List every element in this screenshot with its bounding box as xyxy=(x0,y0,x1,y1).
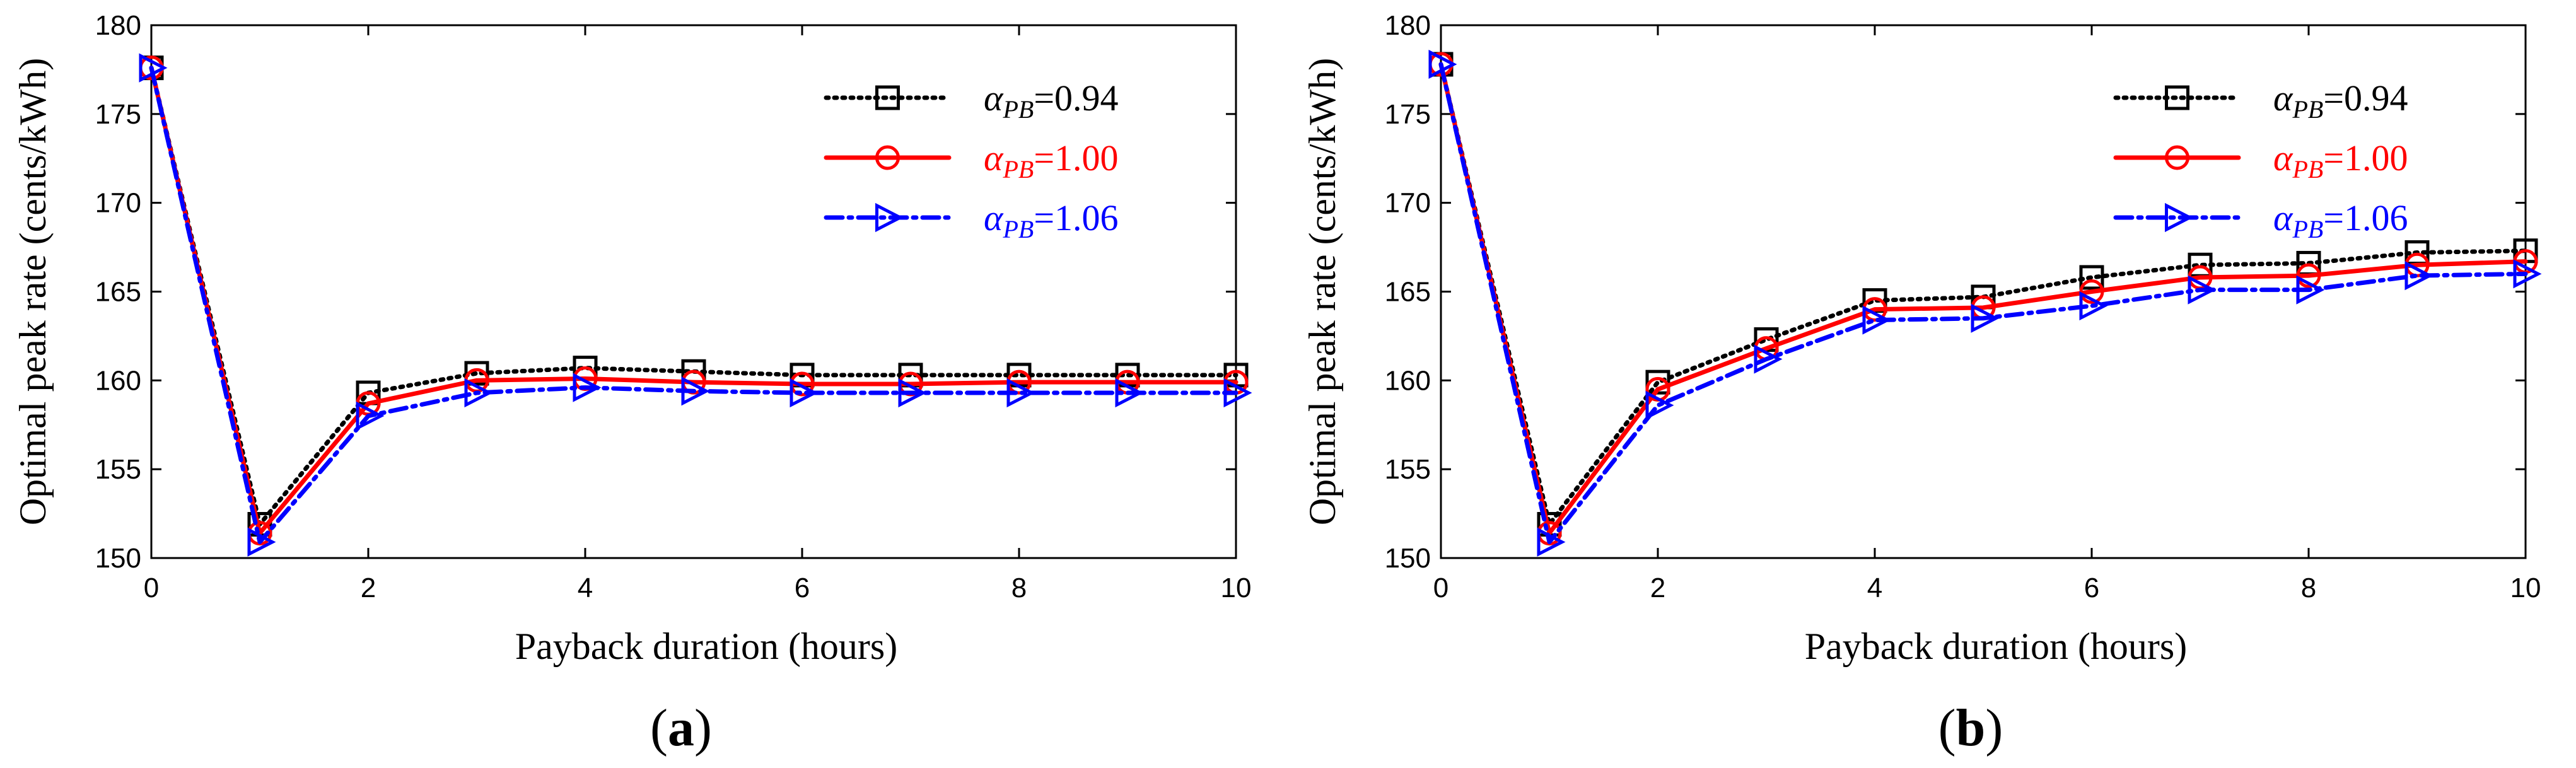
data-point-a-3-0 xyxy=(139,53,168,83)
y-tick-label-b: 180 xyxy=(1385,10,1431,41)
legend-marker-a-2 xyxy=(875,145,900,170)
data-point-b-3-1 xyxy=(1537,527,1566,557)
legend-marker-b-2 xyxy=(2165,145,2189,170)
data-point-b-3-6 xyxy=(2079,291,2108,321)
series-line-a-3 xyxy=(149,66,1238,545)
series-b-3 xyxy=(1428,49,2542,557)
x-tick-label-b: 8 xyxy=(2301,573,2316,603)
legend-marker-a-3 xyxy=(875,202,904,233)
legend-b: αPB=0.94 αPB=1.00 αPB=1.06 xyxy=(2113,78,2408,243)
y-tick-label-a: 165 xyxy=(95,277,141,308)
x-tick-label-a: 6 xyxy=(795,573,810,603)
data-point-a-3-9 xyxy=(1115,378,1144,408)
legend-label-a-1: αPB=0.94 xyxy=(984,78,1119,124)
chart-b: 0 2 4 6 8 10 150 155 160 165 170 175 180 Payback dura… xyxy=(1302,10,2542,757)
y-tick-label-a: 175 xyxy=(95,99,141,130)
y-tick-label-b: 175 xyxy=(1385,99,1431,130)
data-point-b-1-6 xyxy=(2079,265,2104,290)
data-point-b-2-8 xyxy=(2296,263,2321,288)
legend-label-b-2: αPB=1.00 xyxy=(2273,137,2408,183)
series-line-a-2 xyxy=(149,66,1238,536)
x-tick-label-a: 4 xyxy=(578,573,593,603)
x-tick-label-b: 10 xyxy=(2510,573,2541,603)
y-tick-label-b: 150 xyxy=(1385,543,1431,574)
data-point-b-3-5 xyxy=(1971,303,2000,333)
data-point-a-3-8 xyxy=(1006,378,1035,408)
series-a-2 xyxy=(139,55,1249,546)
series-a-1 xyxy=(139,55,1249,537)
y-axis-title-a: Optimal peak rate (cents/kWh) xyxy=(12,58,54,525)
data-point-b-3-9 xyxy=(2404,261,2433,291)
data-point-a-3-7 xyxy=(898,378,927,408)
legend-marker-b-1 xyxy=(2165,85,2189,110)
data-point-a-3-2 xyxy=(356,401,385,431)
data-point-b-3-0 xyxy=(1428,49,1457,79)
legend-a: αPB=0.94 αPB=1.00 αPB=1.06 xyxy=(824,78,1119,243)
y-tick-label-a: 180 xyxy=(95,10,141,41)
data-point-a-3-6 xyxy=(790,378,819,408)
data-point-a-3-10 xyxy=(1223,378,1252,408)
data-point-b-3-10 xyxy=(2513,259,2542,289)
panel-label-a: (a) xyxy=(650,699,712,757)
y-tick-label-b: 170 xyxy=(1385,188,1431,219)
data-point-b-3-4 xyxy=(1862,305,1891,335)
data-point-a-3-1 xyxy=(247,527,276,557)
panel-label-b: (b) xyxy=(1938,699,2003,757)
x-tick-label-a: 0 xyxy=(144,573,159,603)
data-point-a-1-3 xyxy=(464,361,489,386)
legend-label-a-3: αPB=1.06 xyxy=(984,197,1119,243)
y-tick-label-b: 160 xyxy=(1385,365,1431,396)
x-axis-title-a: Payback duration (hours) xyxy=(515,625,898,667)
y-tick-label-a: 170 xyxy=(95,188,141,219)
data-point-b-2-6 xyxy=(2079,279,2104,304)
chart-a: 0 2 4 6 8 10 150 155 160 165 170 175 180 Payback dura… xyxy=(12,10,1252,757)
y-axis-title-b: Optimal peak rate (cents/kWh) xyxy=(1302,58,1343,525)
data-point-b-3-3 xyxy=(1754,344,1783,374)
y-tick-label-a: 150 xyxy=(95,543,141,574)
data-point-b-3-8 xyxy=(2296,275,2325,305)
x-tick-label-b: 2 xyxy=(1650,573,1665,603)
data-point-a-3-5 xyxy=(681,376,710,406)
series-line-b-2 xyxy=(1438,62,2528,536)
chart-panel-b: 0 2 4 6 8 10 150 155 160 165 170 175 180 Payback dura… xyxy=(1290,0,2576,768)
legend-label-b-3: αPB=1.06 xyxy=(2273,197,2408,243)
x-tick-label-b: 0 xyxy=(1433,573,1448,603)
series-b-1 xyxy=(1428,52,2538,537)
series-line-b-3 xyxy=(1438,62,2528,545)
legend-marker-b-3 xyxy=(2165,202,2193,233)
chart-panel-a: 0 2 4 6 8 10 150 155 160 165 170 175 180 Payback dura… xyxy=(0,0,1286,768)
legend-label-b-1: αPB=0.94 xyxy=(2273,78,2408,124)
series-a-3 xyxy=(139,53,1252,557)
legend-marker-a-1 xyxy=(875,85,900,110)
data-point-b-3-7 xyxy=(2188,275,2217,305)
x-tick-label-a: 8 xyxy=(1011,573,1027,603)
data-point-a-3-4 xyxy=(573,373,602,402)
x-tick-label-a: 10 xyxy=(1221,573,1252,603)
series-line-a-1 xyxy=(149,66,1238,527)
y-tick-label-a: 155 xyxy=(95,454,141,485)
legend-label-a-2: αPB=1.00 xyxy=(984,137,1119,183)
x-axis-title-b: Payback duration (hours) xyxy=(1805,625,2188,667)
x-tick-label-a: 2 xyxy=(361,573,376,603)
y-tick-label-b: 165 xyxy=(1385,277,1431,308)
series-line-b-1 xyxy=(1438,62,2528,527)
x-tick-label-b: 6 xyxy=(2084,573,2099,603)
y-tick-label-a: 160 xyxy=(95,365,141,396)
data-point-b-3-2 xyxy=(1645,390,1674,420)
data-point-a-3-3 xyxy=(464,378,493,408)
y-tick-label-b: 155 xyxy=(1385,454,1431,485)
x-tick-label-b: 4 xyxy=(1867,573,1882,603)
